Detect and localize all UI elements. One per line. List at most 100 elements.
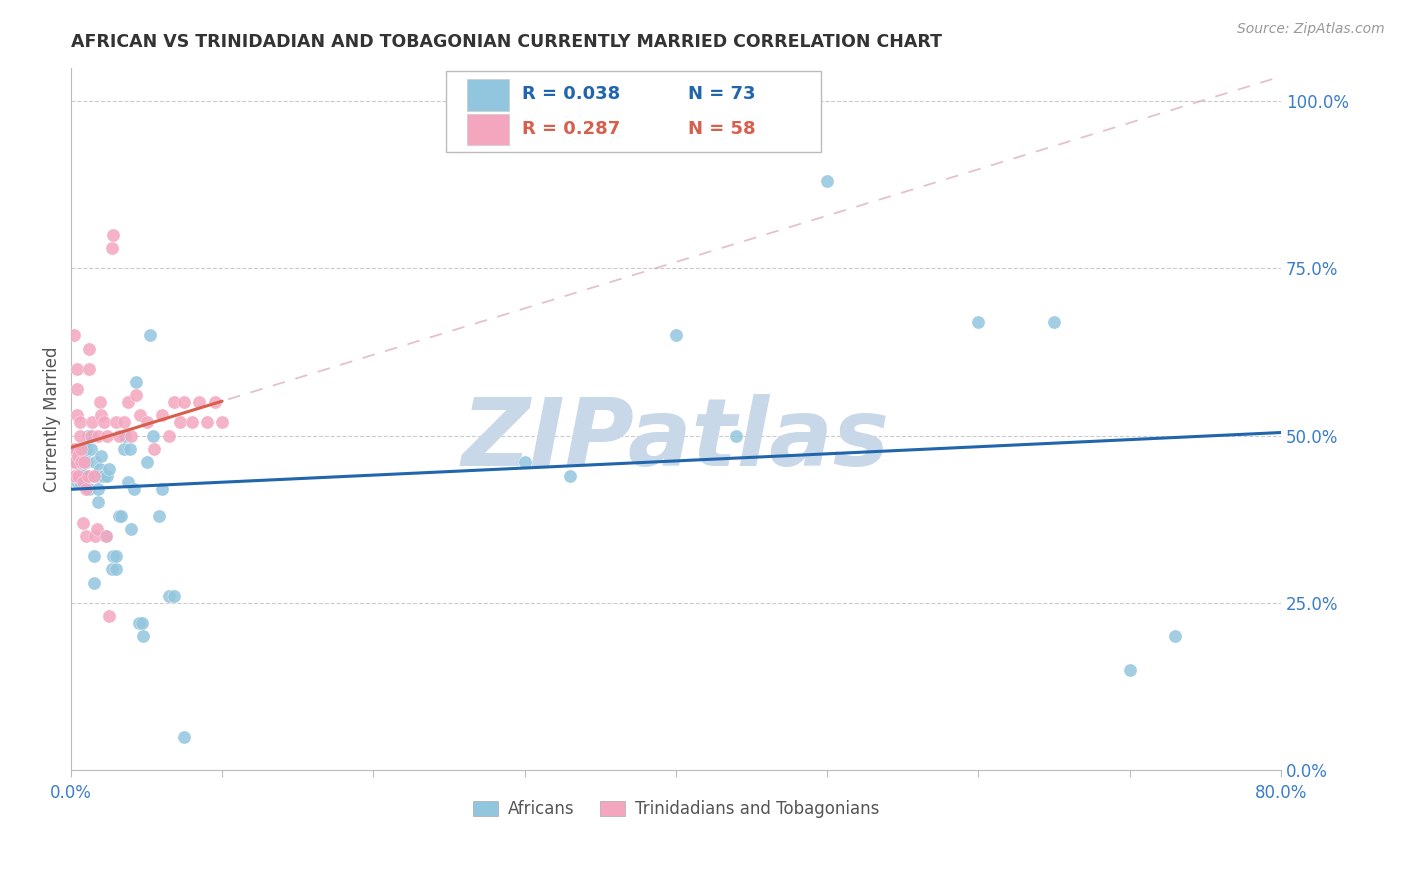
Point	[93, 468, 115, 483]
Point	[66, 361, 89, 376]
Point	[69, 415, 91, 429]
Point	[815, 174, 838, 188]
Point	[66, 409, 89, 423]
Point	[112, 442, 135, 456]
Point	[114, 428, 136, 442]
Point	[65, 468, 87, 483]
Point	[163, 395, 186, 409]
Point	[70, 449, 93, 463]
Text: R = 0.038: R = 0.038	[522, 85, 620, 103]
Point	[120, 428, 142, 442]
Point	[120, 522, 142, 536]
Point	[124, 482, 146, 496]
Point	[69, 475, 91, 490]
Point	[103, 227, 125, 242]
Point	[67, 468, 90, 483]
Y-axis label: Currently Married: Currently Married	[44, 346, 60, 491]
Point	[77, 468, 100, 483]
Point	[76, 468, 98, 483]
Point	[169, 415, 191, 429]
Point	[69, 455, 91, 469]
Point	[150, 482, 173, 496]
Point	[93, 415, 115, 429]
Point	[60, 455, 83, 469]
Point	[77, 342, 100, 356]
Point	[69, 462, 91, 476]
Point	[967, 315, 990, 329]
Point	[89, 462, 111, 476]
Text: N = 73: N = 73	[688, 85, 755, 103]
Point	[125, 388, 148, 402]
Point	[138, 328, 160, 343]
Point	[63, 328, 86, 343]
Point	[211, 415, 233, 429]
Point	[80, 415, 103, 429]
Point	[150, 409, 173, 423]
Point	[69, 428, 91, 442]
Point	[83, 549, 105, 563]
Point	[65, 442, 87, 456]
Point	[117, 475, 139, 490]
Point	[180, 415, 202, 429]
Point	[84, 529, 107, 543]
Point	[70, 442, 93, 456]
Point	[67, 455, 90, 469]
Point	[558, 468, 581, 483]
Point	[105, 549, 128, 563]
Point	[86, 522, 108, 536]
Point	[1043, 315, 1066, 329]
Point	[65, 455, 87, 469]
Point	[80, 428, 103, 442]
Point	[105, 562, 128, 576]
Legend: Africans, Trinidadians and Tobagonians: Africans, Trinidadians and Tobagonians	[467, 794, 886, 825]
Text: AFRICAN VS TRINIDADIAN AND TOBAGONIAN CURRENTLY MARRIED CORRELATION CHART: AFRICAN VS TRINIDADIAN AND TOBAGONIAN CU…	[70, 33, 942, 51]
Point	[60, 455, 83, 469]
Point	[94, 529, 117, 543]
Point	[63, 455, 86, 469]
Point	[117, 395, 139, 409]
Point	[73, 449, 96, 463]
Point	[195, 415, 218, 429]
Point	[66, 449, 89, 463]
FancyBboxPatch shape	[446, 71, 821, 152]
Point	[66, 382, 89, 396]
Point	[72, 455, 94, 469]
Point	[1164, 629, 1187, 643]
Point	[135, 455, 157, 469]
Point	[665, 328, 688, 343]
Point	[91, 468, 114, 483]
Point	[67, 442, 90, 456]
Point	[65, 468, 87, 483]
Point	[72, 475, 94, 490]
Point	[83, 575, 105, 590]
Text: R = 0.287: R = 0.287	[522, 120, 620, 137]
Point	[125, 375, 148, 389]
Point	[204, 395, 226, 409]
Point	[60, 442, 83, 456]
Point	[75, 482, 97, 496]
Point	[63, 468, 86, 483]
Point	[128, 615, 150, 630]
Point	[131, 615, 153, 630]
Point	[105, 415, 128, 429]
Point	[173, 395, 195, 409]
Point	[112, 415, 135, 429]
Point	[143, 442, 166, 456]
Point	[129, 409, 152, 423]
Point	[97, 462, 120, 476]
Point	[87, 482, 110, 496]
Point	[65, 442, 87, 456]
Point	[90, 468, 112, 483]
Point	[67, 468, 90, 483]
Point	[110, 508, 132, 523]
Point	[108, 508, 131, 523]
Point	[148, 508, 170, 523]
Text: N = 58: N = 58	[688, 120, 755, 137]
Point	[63, 455, 86, 469]
Point	[87, 428, 110, 442]
Point	[70, 442, 93, 456]
Point	[73, 455, 96, 469]
Point	[163, 589, 186, 603]
Point	[75, 455, 97, 469]
Point	[135, 415, 157, 429]
